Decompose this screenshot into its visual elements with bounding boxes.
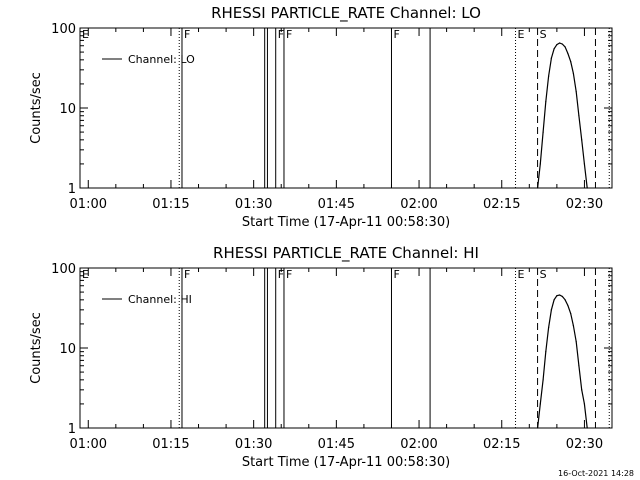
data-point (586, 427, 588, 429)
legend: Channel: LO (102, 53, 195, 66)
data-point (567, 304, 569, 307)
x-tick-label: 02:30 (566, 437, 603, 452)
data-point (548, 326, 550, 329)
data-point (545, 351, 547, 353)
y-tick-label: 100 (51, 262, 76, 277)
event-marker-label: F (286, 28, 292, 41)
x-tick-label: 01:45 (318, 197, 355, 212)
data-point (570, 312, 572, 315)
event-marker-label: F (184, 268, 190, 281)
y-tick-label: 1 (68, 182, 76, 197)
data-point (583, 403, 586, 405)
data-point (572, 325, 575, 327)
event-marker-label: E (82, 268, 89, 281)
x-tick-label: 02:30 (566, 197, 603, 212)
x-tick-label: 02:00 (400, 437, 437, 452)
event-marker-label: F (278, 268, 284, 281)
data-point (561, 43, 563, 45)
data-point (559, 42, 561, 44)
event-marker-label: F (393, 268, 399, 281)
y-axis-label: Counts/sec (29, 312, 44, 384)
event-marker-label: F (393, 28, 399, 41)
data-point (586, 187, 588, 189)
data-point (581, 389, 583, 391)
data-point (567, 52, 569, 55)
chart-panel-2: RHESSI PARTICLE_RATE Channel: HI 01:00 01:… (29, 244, 613, 470)
plot-frame (79, 267, 613, 429)
y-tick-label: 10 (59, 102, 76, 117)
x-tick-label: 01:00 (70, 197, 107, 212)
data-point (578, 365, 580, 367)
event-marker-label: F (278, 28, 284, 41)
event-marker-label: E (518, 28, 525, 41)
data-point (550, 57, 552, 59)
chart-title: RHESSI PARTICLE_RATE Channel: HI (213, 244, 479, 263)
y-tick-label: 10 (59, 342, 76, 357)
data-point (572, 72, 575, 75)
data-point (553, 299, 555, 301)
y-tick-label: 100 (51, 22, 76, 37)
legend-label: Channel: LO (128, 53, 195, 66)
x-tick-label: 02:00 (400, 197, 437, 212)
x-tick-label: 01:15 (152, 437, 189, 452)
data-point (561, 295, 563, 298)
x-tick-label: 01:30 (235, 437, 272, 452)
chart-title: RHESSI PARTICLE_RATE Channel: LO (211, 4, 481, 23)
data-point (556, 44, 558, 46)
data-point (583, 163, 586, 165)
event-marker-label: E (518, 268, 525, 281)
data-point (553, 48, 555, 50)
data-point (556, 295, 558, 297)
data-point (536, 187, 539, 189)
y-axis-label: Counts/sec (29, 72, 44, 144)
x-tick-label: 02:15 (483, 437, 520, 452)
data-point (581, 139, 583, 141)
event-marker-label: F (184, 28, 190, 41)
event-marker-label: E (82, 28, 89, 41)
data-point (539, 403, 541, 405)
y-tick-label: 1 (68, 422, 76, 437)
event-marker-label: S (540, 28, 547, 41)
data-point (539, 163, 541, 165)
x-tick-label: 01:15 (152, 197, 189, 212)
timestamp: 16-Oct-2021 14:28 (558, 469, 634, 478)
x-tick-label: 01:45 (318, 437, 355, 452)
data-point (564, 299, 566, 301)
chart-panel-1: RHESSI PARTICLE_RATE Channel: LO 01:00 01:… (29, 4, 613, 230)
event-marker-label: F (286, 268, 292, 281)
x-tick-label: 02:15 (483, 197, 520, 212)
x-tick-label: 01:30 (235, 197, 272, 212)
data-point (548, 75, 550, 77)
data-point (542, 131, 544, 133)
data-point (575, 341, 577, 343)
x-tick-label: 01:00 (70, 437, 107, 452)
data-point (545, 101, 547, 103)
data-point (542, 379, 544, 381)
data-point (564, 46, 566, 48)
series-line (537, 42, 588, 189)
data-point (578, 115, 580, 117)
event-marker-label: S (540, 268, 547, 281)
data-point (536, 427, 539, 429)
series-line (537, 294, 588, 429)
data-point (550, 309, 552, 311)
x-axis-label: Start Time (17-Apr-11 00:58:30) (242, 215, 450, 230)
data-point (559, 294, 561, 296)
data-point (570, 61, 572, 63)
data-point (575, 91, 577, 93)
plot-frame (79, 27, 613, 189)
x-axis-label: Start Time (17-Apr-11 00:58:30) (242, 455, 450, 470)
legend-label: Channel: HI (128, 293, 192, 306)
legend: Channel: HI (102, 293, 192, 306)
